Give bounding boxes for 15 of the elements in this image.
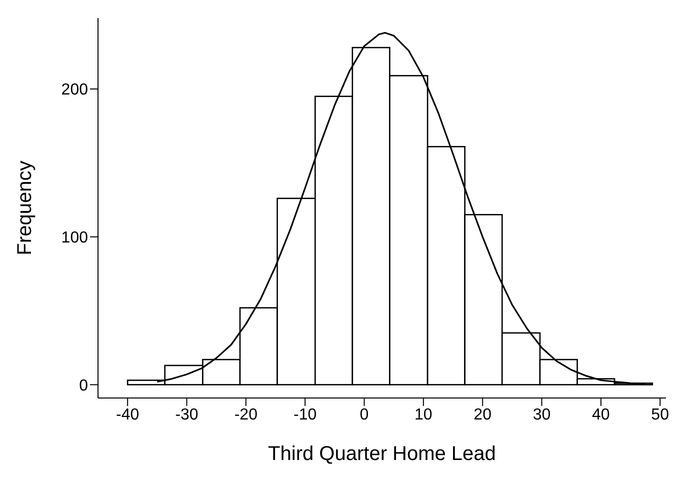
x-tick-label: 40 xyxy=(592,406,610,424)
x-tick-label: -20 xyxy=(234,406,258,424)
x-tick-label: 50 xyxy=(651,406,670,424)
y-axis-title: Frequency xyxy=(14,160,36,256)
y-tick-label: 200 xyxy=(61,82,88,99)
x-tick-label: 0 xyxy=(360,406,369,424)
x-tick-label: 10 xyxy=(414,406,432,424)
x-axis-title: Third Quarter Home Lead xyxy=(268,443,496,465)
y-tick-label: 100 xyxy=(61,230,88,247)
x-tick-label: -30 xyxy=(175,406,198,424)
y-tick-label: 0 xyxy=(79,377,88,394)
x-tick-label: 20 xyxy=(474,406,492,424)
x-tick-label: -40 xyxy=(116,406,140,424)
x-tick-label: 30 xyxy=(532,406,551,424)
x-tick-label: -10 xyxy=(294,406,317,424)
